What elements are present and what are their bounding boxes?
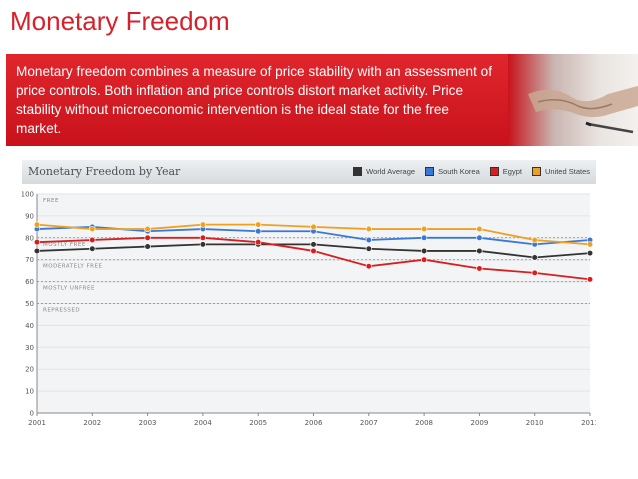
x-tick-label-2002: 2002 [83,419,101,427]
band-label-moderately-free: MODERATELY FREE [43,264,102,270]
legend-swatch-egypt [489,167,499,176]
band-label-repressed: REPRESSED [43,308,80,314]
y-tick-label-60: 60 [25,278,34,286]
data-point-south-korea-2009 [476,234,483,241]
legend-label-world-average: World Average [366,167,416,176]
data-point-united-states-2008 [421,225,428,233]
legend-label-united-states: United States [544,167,590,176]
data-point-united-states-2011 [586,241,594,248]
data-point-united-states-2010 [531,236,538,244]
y-tick-label-80: 80 [25,234,34,242]
legend-item-united-states: United States [531,167,590,176]
y-tick-label-70: 70 [25,256,34,264]
data-point-united-states-2002 [89,225,96,233]
y-tick-label-10: 10 [25,388,34,396]
data-point-egypt-2010 [531,269,538,276]
legend-item-world-average: World Average [353,167,415,176]
y-tick-label-30: 30 [25,344,34,352]
legend-label-egypt: Egypt [502,167,522,176]
x-tick-label-2011: 2011 [581,419,596,427]
data-point-united-states-2001 [33,221,41,228]
y-tick-label-90: 90 [25,212,34,220]
data-point-united-states-2003 [144,225,151,233]
x-tick-label-2007: 2007 [360,419,378,427]
data-point-egypt-2011 [586,276,594,283]
legend-swatch-world-average [353,167,363,176]
data-point-united-states-2004 [199,221,206,228]
data-point-south-korea-2005 [255,228,262,235]
y-tick-label-20: 20 [25,366,34,374]
legend-swatch-south-korea [425,167,435,176]
data-point-world-average-2004 [199,241,206,248]
x-tick-label-2006: 2006 [305,419,323,427]
line-chart: 0 10 20 30 40 50 60 70 80 90 100 FREE MOSTLY FREE MOD… [22,191,596,428]
y-tick-label-0: 0 [30,410,34,418]
data-point-south-korea-2008 [421,234,428,241]
data-point-united-states-2005 [255,221,262,228]
data-point-world-average-2008 [421,247,428,255]
band-label-mostly-free: MOSTLY FREE [43,242,86,248]
data-point-egypt-2006 [310,247,317,255]
data-point-world-average-2007 [365,245,372,252]
data-point-world-average-2003 [144,243,151,250]
chart-panel: Monetary Freedom by Year World Average S… [22,160,596,428]
data-point-egypt-2007 [365,263,372,270]
legend-item-south-korea: South Korea [425,167,480,176]
data-point-south-korea-2007 [365,236,372,244]
data-point-world-average-2001 [33,247,41,255]
data-point-egypt-2004 [199,234,206,241]
data-point-world-average-2002 [89,245,96,252]
data-point-united-states-2007 [365,225,372,233]
y-tick-label-100: 100 [22,191,34,199]
data-point-egypt-2003 [144,234,151,241]
description-text: Monetary freedom combines a measure of p… [16,64,492,136]
x-tick-label-2003: 2003 [139,419,157,427]
chart-legend: World Average South Korea Egypt United S… [353,167,590,176]
legend-label-south-korea: South Korea [438,167,480,176]
x-tick-label-2005: 2005 [249,419,267,427]
data-point-united-states-2006 [310,223,317,230]
data-point-united-states-2009 [476,225,483,233]
x-tick-label-2010: 2010 [526,419,544,427]
x-tick-label-2001: 2001 [28,419,46,427]
handshake-photo [508,54,638,146]
band-label-mostly-unfree: MOSTLY UNFREE [43,286,95,292]
chart-title: Monetary Freedom by Year [28,165,181,178]
slide-title: Monetary Freedom [10,6,230,36]
data-point-egypt-2009 [476,265,483,272]
band-label-free: FREE [43,198,59,204]
legend-swatch-united-states [531,167,541,176]
chart-header: Monetary Freedom by Year World Average S… [22,160,596,184]
x-tick-label-2004: 2004 [194,419,212,427]
description-banner: Monetary freedom combines a measure of p… [6,54,638,146]
x-tick-label-2009: 2009 [470,419,488,427]
data-point-world-average-2010 [531,254,538,261]
data-point-egypt-2008 [421,256,428,263]
legend-item-egypt: Egypt [489,167,522,176]
y-tick-label-40: 40 [25,322,34,330]
data-point-egypt-2002 [89,236,96,244]
handshake-icon [528,86,638,134]
y-tick-label-50: 50 [25,300,34,308]
x-tick-label-2008: 2008 [415,419,433,427]
data-point-egypt-2001 [33,239,41,246]
data-point-world-average-2006 [310,241,317,248]
data-point-egypt-2005 [255,239,262,246]
data-point-world-average-2009 [476,247,483,255]
data-point-world-average-2011 [586,250,594,257]
